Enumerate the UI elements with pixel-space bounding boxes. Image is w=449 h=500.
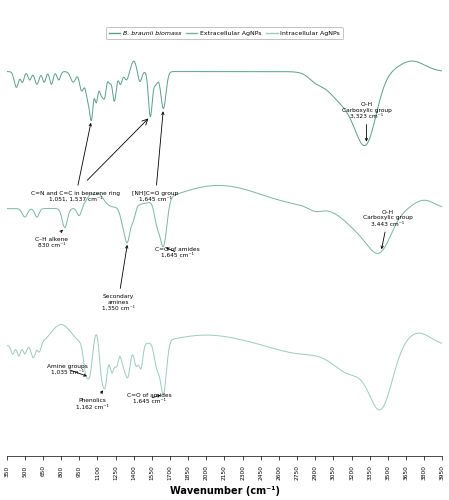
X-axis label: Wavenumber (cm⁻¹): Wavenumber (cm⁻¹) bbox=[170, 486, 279, 496]
Text: Amine groups
1,035 cm⁻¹: Amine groups 1,035 cm⁻¹ bbox=[47, 364, 88, 376]
Text: O–H
Carboxylic group
3,323 cm⁻¹: O–H Carboxylic group 3,323 cm⁻¹ bbox=[342, 102, 392, 141]
Text: C=N and C=C in benzene ring
1,051, 1,537 cm⁻¹: C=N and C=C in benzene ring 1,051, 1,537… bbox=[31, 124, 120, 202]
Text: Secondary
amines
1,350 cm⁻¹: Secondary amines 1,350 cm⁻¹ bbox=[101, 246, 135, 311]
Legend: B. braunii biomass, Extracellular AgNPs, Intracellular AgNPs: B. braunii biomass, Extracellular AgNPs,… bbox=[106, 28, 343, 39]
Text: [NH]C=O group
1,645 cm⁻¹: [NH]C=O group 1,645 cm⁻¹ bbox=[132, 112, 179, 202]
Text: C=O of amides
1,645 cm⁻¹: C=O of amides 1,645 cm⁻¹ bbox=[127, 393, 172, 404]
Text: C–H alkene
830 cm⁻¹: C–H alkene 830 cm⁻¹ bbox=[35, 230, 68, 248]
Text: C=O of amides
1,645 cm⁻¹: C=O of amides 1,645 cm⁻¹ bbox=[155, 247, 200, 258]
Text: Phenolics
1,162 cm⁻¹: Phenolics 1,162 cm⁻¹ bbox=[76, 391, 109, 409]
Text: O–H
Carboxylic group
3,443 cm⁻¹: O–H Carboxylic group 3,443 cm⁻¹ bbox=[363, 210, 413, 248]
